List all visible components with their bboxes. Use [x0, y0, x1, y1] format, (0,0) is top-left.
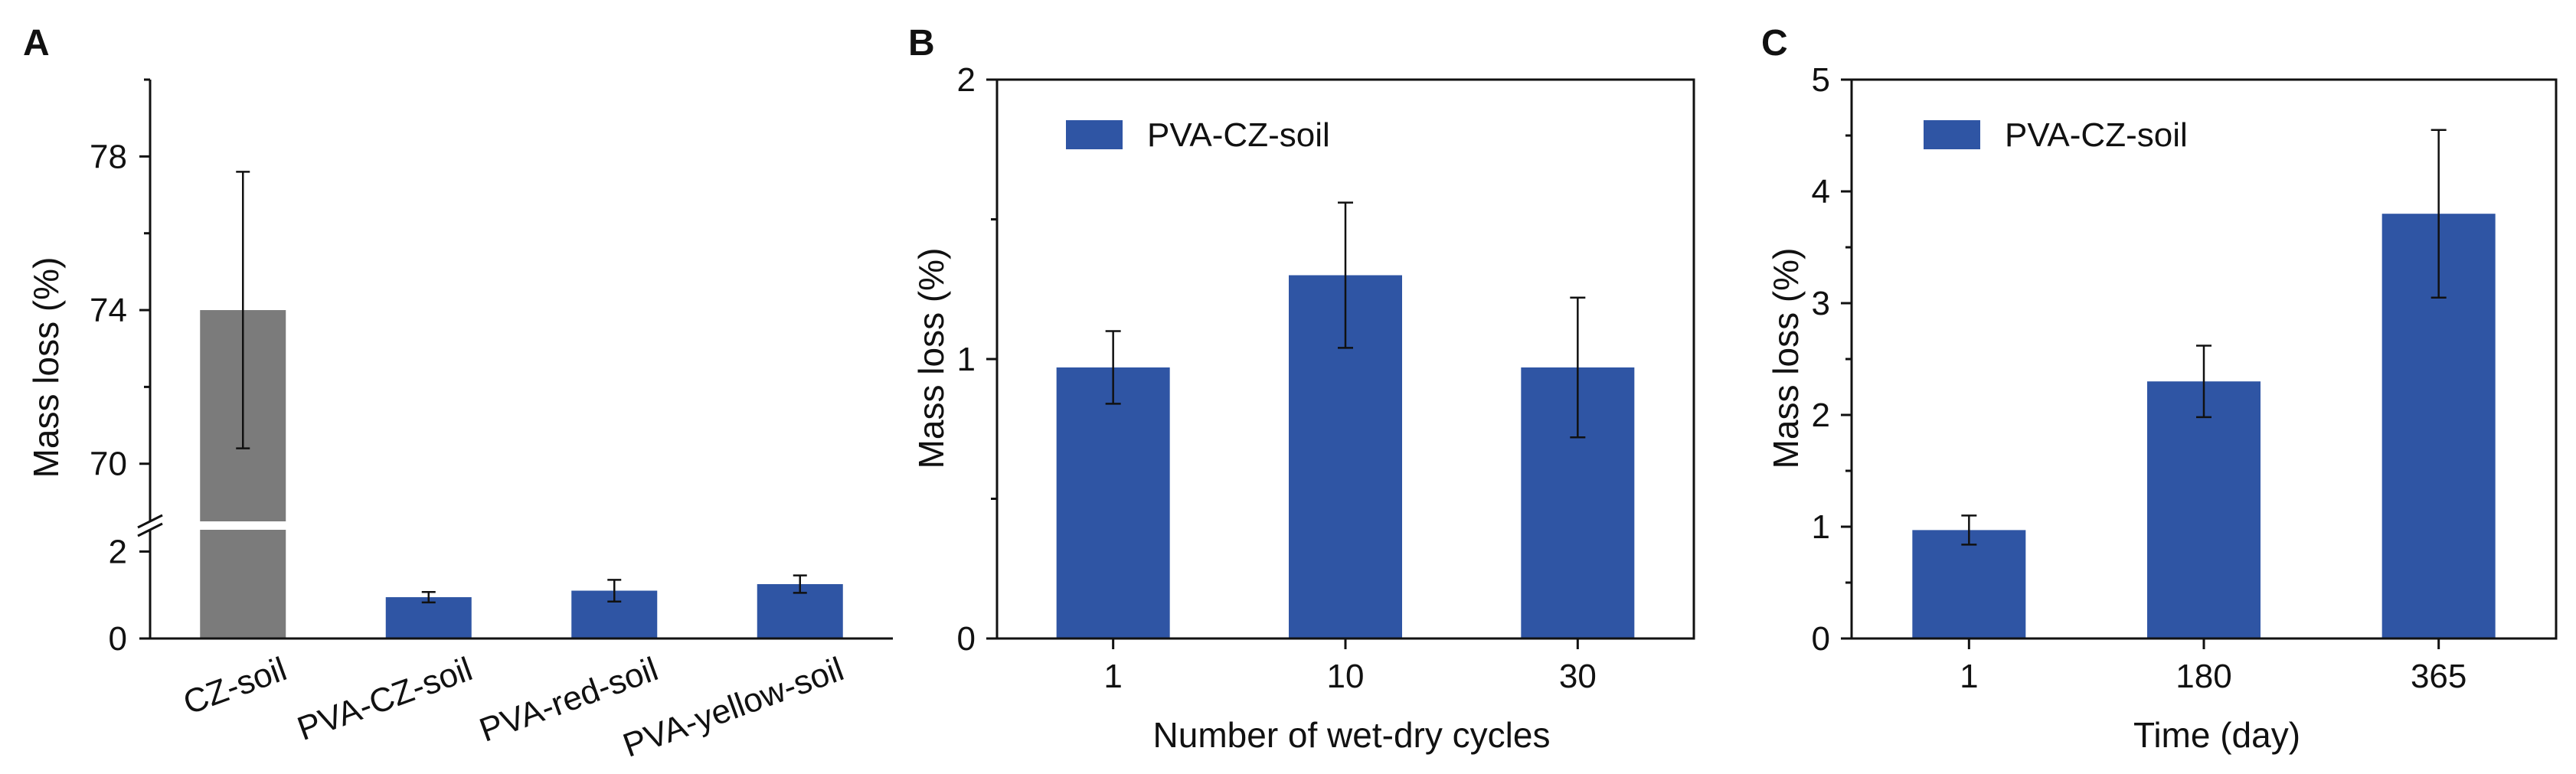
legend-label-c: PVA-CZ-soil	[2005, 116, 2188, 154]
y-tick-label-c-4: 4	[1812, 173, 1830, 211]
y-tick-label-c-0: 0	[1812, 620, 1830, 658]
y-tick-label-a-upper-2: 78	[90, 138, 127, 175]
x-axis-title-b: Number of wet-dry cycles	[1153, 715, 1551, 755]
axis-break-mark-a-2	[137, 522, 163, 537]
bar-c-0	[1912, 530, 2026, 638]
y-tick-label-b-2: 2	[957, 61, 976, 99]
legend-label-b: PVA-CZ-soil	[1147, 116, 1330, 154]
y-tick-label-c-5: 5	[1812, 61, 1830, 99]
axis-break-mark-a-1	[137, 514, 163, 529]
x-axis-title-c: Time (day)	[2133, 715, 2300, 755]
bar-a-0-lower	[200, 530, 286, 638]
x-tick-label-b-1: 10	[1327, 658, 1365, 695]
bar-a-1	[385, 597, 472, 638]
panel-c: C Mass loss (%) Time (day) 1 180 365 0 1 2 3 4 5…	[1761, 23, 2558, 755]
x-tick-label-b-2: 30	[1559, 658, 1597, 695]
plot-b: 1 10 30 0 1 2	[957, 61, 1695, 695]
y-tick-label-a-upper-0: 70	[90, 446, 127, 483]
y-axis-title-c: Mass loss (%)	[1766, 248, 1806, 469]
y-tick-label-b-0: 0	[957, 620, 976, 658]
bar-c-1	[2147, 381, 2261, 638]
x-tick-label-b-0: 1	[1103, 658, 1122, 695]
bar-b-0	[1056, 367, 1170, 638]
y-tick-label-a-lower-0: 0	[109, 620, 127, 658]
panel-a: A Mass loss (%) CZ-soil PVA-CZ-soilPVA-re…	[23, 23, 893, 765]
x-tick-label-c-0: 1	[1960, 658, 1978, 695]
plot-frame-b	[995, 78, 1695, 640]
x-tick-label-c-2: 365	[2411, 658, 2466, 695]
legend-swatch-b	[1066, 120, 1123, 149]
y-tick-label-c-3: 3	[1812, 285, 1830, 322]
panel-b: B Mass loss (%) Number of wet-dry cycles…	[908, 23, 1695, 755]
plot-frame-c	[1850, 78, 2558, 640]
bars-a	[200, 171, 843, 638]
panel-label-c: C	[1761, 23, 1788, 64]
plot-c: 1 180 365 0 1 2 3 4 5	[1812, 61, 2558, 695]
y-tick-label-c-2: 2	[1812, 397, 1830, 434]
y-tick-label-c-1: 1	[1812, 508, 1830, 546]
panel-label-a: A	[23, 23, 50, 64]
legend-swatch-c	[1924, 120, 1980, 149]
y-tick-label-a-upper-1: 74	[90, 292, 127, 329]
y-tick-label-a-lower-1: 2	[109, 533, 127, 570]
x-tick-label-a-1: PVA-CZ-soil	[293, 650, 477, 748]
y-axis-title-b: Mass loss (%)	[911, 248, 951, 469]
y-tick-label-b-1: 1	[957, 341, 976, 378]
x-tick-label-a-0: CZ-soil	[178, 650, 292, 722]
panel-label-b: B	[908, 23, 935, 64]
x-tick-label-c-1: 180	[2176, 658, 2231, 695]
y-axis-title-a: Mass loss (%)	[26, 257, 66, 478]
